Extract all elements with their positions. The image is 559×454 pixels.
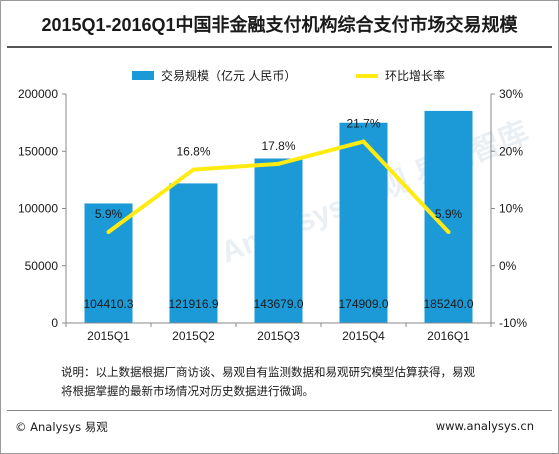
y-left-tick-label: 200000 <box>18 87 58 101</box>
y-left-tick-label: 50000 <box>25 259 59 273</box>
y-left-tick-label: 0 <box>51 316 58 330</box>
y-right-tick-label: -10% <box>499 316 527 330</box>
y-left-tick-label: 150000 <box>18 144 58 158</box>
growth-rate-point <box>106 229 111 234</box>
line-value-label: 21.7% <box>346 117 380 131</box>
y-right-tick-label: 0% <box>499 259 517 273</box>
x-tick-label: 2015Q4 <box>342 329 385 343</box>
growth-rate-point <box>446 229 451 234</box>
y-right-tick-label: 30% <box>499 87 523 101</box>
chart-svg: Analysys 易观 易观智库050000100000150000200000… <box>18 68 533 343</box>
growth-rate-point <box>361 139 366 144</box>
legend-label-line: 环比增长率 <box>385 68 445 83</box>
x-tick-label: 2016Q1 <box>427 329 470 343</box>
bar-value-label: 143679.0 <box>253 297 303 311</box>
line-value-label: 5.9% <box>95 207 123 221</box>
bar-value-label: 121916.9 <box>168 297 218 311</box>
footer-website: www.analysys.cn <box>435 419 534 433</box>
growth-rate-point <box>191 167 196 172</box>
y-right-tick-label: 20% <box>499 144 523 158</box>
footer-copyright: © Analysys 易观 <box>15 420 108 434</box>
bar-2015Q1 <box>84 203 133 323</box>
growth-rate-point <box>276 161 281 166</box>
bar-2015Q4 <box>339 122 388 324</box>
bar-value-label: 104410.3 <box>83 297 133 311</box>
line-value-label: 16.8% <box>176 145 210 159</box>
chart-note: 说明：以上数据根据厂商访谈、易观自有监测数据和易观研究模型估算获得，易观将根据掌… <box>61 365 475 398</box>
bar-2015Q2 <box>169 183 218 323</box>
title-divider <box>7 46 552 48</box>
x-tick-label: 2015Q1 <box>87 329 130 343</box>
x-tick-label: 2015Q2 <box>172 329 215 343</box>
legend-swatch-bar <box>132 71 154 80</box>
line-value-label: 5.9% <box>435 207 463 221</box>
bar-value-label: 185240.0 <box>423 297 473 311</box>
y-right-tick-label: 10% <box>499 202 523 216</box>
footer-divider <box>7 410 552 411</box>
y-left-tick-label: 100000 <box>18 202 58 216</box>
chart-title: 2015Q1-2016Q1中国非金融支付机构综合支付市场交易规模 <box>41 15 518 35</box>
bar-2015Q3 <box>254 158 303 323</box>
title-bar: 2015Q1-2016Q1中国非金融支付机构综合支付市场交易规模 <box>1 1 558 48</box>
legend-label-bar: 交易规模（亿元 人民币） <box>161 68 296 83</box>
line-value-label: 17.8% <box>261 139 295 153</box>
x-tick-label: 2015Q3 <box>257 329 300 343</box>
bar-value-label: 174909.0 <box>338 297 388 311</box>
